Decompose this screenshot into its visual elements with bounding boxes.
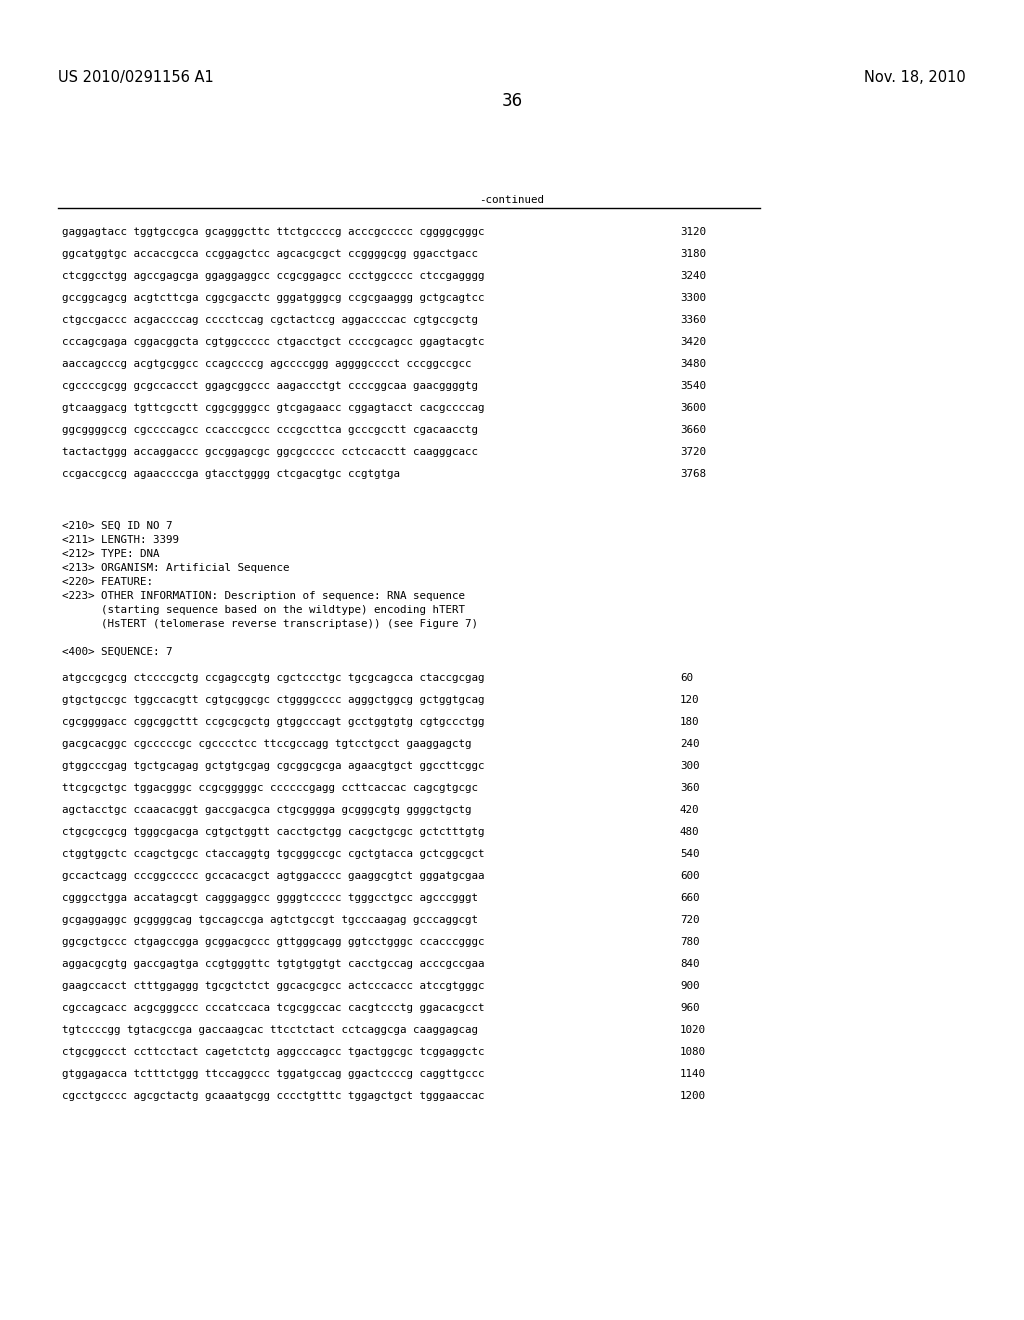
Text: <212> TYPE: DNA: <212> TYPE: DNA — [62, 549, 160, 558]
Text: US 2010/0291156 A1: US 2010/0291156 A1 — [58, 70, 214, 84]
Text: 780: 780 — [680, 937, 699, 946]
Text: gtgctgccgc tggccacgtt cgtgcggcgc ctggggcccc agggctggcg gctggtgcag: gtgctgccgc tggccacgtt cgtgcggcgc ctggggc… — [62, 696, 484, 705]
Text: cccagcgaga cggacggcta cgtggccccc ctgacctgct ccccgcagcc ggagtacgtc: cccagcgaga cggacggcta cgtggccccc ctgacct… — [62, 337, 484, 347]
Text: 120: 120 — [680, 696, 699, 705]
Text: 900: 900 — [680, 981, 699, 991]
Text: 3240: 3240 — [680, 271, 706, 281]
Text: 240: 240 — [680, 739, 699, 748]
Text: gtcaaggacg tgttcgcctt cggcggggcc gtcgagaacc cggagtacct cacgccccag: gtcaaggacg tgttcgcctt cggcggggcc gtcgaga… — [62, 403, 484, 413]
Text: 480: 480 — [680, 828, 699, 837]
Text: <223> OTHER INFORMATION: Description of sequence: RNA sequence: <223> OTHER INFORMATION: Description of … — [62, 591, 465, 601]
Text: cgcggggacc cggcggcttt ccgcgcgctg gtggcccagt gcctggtgtg cgtgccctgg: cgcggggacc cggcggcttt ccgcgcgctg gtggccc… — [62, 717, 484, 727]
Text: cgcctgcccc agcgctactg gcaaatgcgg cccctgtttc tggagctgct tgggaaccac: cgcctgcccc agcgctactg gcaaatgcgg cccctgt… — [62, 1092, 484, 1101]
Text: (HsTERT (telomerase reverse transcriptase)) (see Figure 7): (HsTERT (telomerase reverse transcriptas… — [62, 619, 478, 630]
Text: tgtccccgg tgtacgccga gaccaagcac ttcctctact cctcaggcga caaggagcag: tgtccccgg tgtacgccga gaccaagcac ttcctcta… — [62, 1026, 478, 1035]
Text: 180: 180 — [680, 717, 699, 727]
Text: <400> SEQUENCE: 7: <400> SEQUENCE: 7 — [62, 647, 172, 657]
Text: <210> SEQ ID NO 7: <210> SEQ ID NO 7 — [62, 521, 172, 531]
Text: 3120: 3120 — [680, 227, 706, 238]
Text: gtggcccgag tgctgcagag gctgtgcgag cgcggcgcga agaacgtgct ggccttcggc: gtggcccgag tgctgcagag gctgtgcgag cgcggcg… — [62, 762, 484, 771]
Text: gccactcagg cccggccccc gccacacgct agtggacccc gaaggcgtct gggatgcgaa: gccactcagg cccggccccc gccacacgct agtggac… — [62, 871, 484, 880]
Text: gacgcacggc cgcccccgc cgcccctcc ttccgccagg tgtcctgcct gaaggagctg: gacgcacggc cgcccccgc cgcccctcc ttccgccag… — [62, 739, 471, 748]
Text: aaccagcccg acgtgcggcc ccagccccg agccccggg aggggcccct cccggccgcc: aaccagcccg acgtgcggcc ccagccccg agccccgg… — [62, 359, 471, 370]
Text: cgggcctgga accatagcgt cagggaggcc ggggtccccc tgggcctgcc agcccgggt: cgggcctgga accatagcgt cagggaggcc ggggtcc… — [62, 894, 478, 903]
Text: gaagccacct ctttggaggg tgcgctctct ggcacgcgcc actcccaccc atccgtgggc: gaagccacct ctttggaggg tgcgctctct ggcacgc… — [62, 981, 484, 991]
Text: ctgcgccgcg tgggcgacga cgtgctggtt cacctgctgg cacgctgcgc gctctttgtg: ctgcgccgcg tgggcgacga cgtgctggtt cacctgc… — [62, 828, 484, 837]
Text: ctcggcctgg agccgagcga ggaggaggcc ccgcggagcc ccctggcccc ctccgagggg: ctcggcctgg agccgagcga ggaggaggcc ccgcgga… — [62, 271, 484, 281]
Text: ttcgcgctgc tggacgggc ccgcgggggc ccccccgagg ccttcaccac cagcgtgcgc: ttcgcgctgc tggacgggc ccgcgggggc ccccccga… — [62, 783, 478, 793]
Text: 300: 300 — [680, 762, 699, 771]
Text: 600: 600 — [680, 871, 699, 880]
Text: gaggagtacc tggtgccgca gcagggcttc ttctgccccg acccgccccc cggggcgggc: gaggagtacc tggtgccgca gcagggcttc ttctgcc… — [62, 227, 484, 238]
Text: 3480: 3480 — [680, 359, 706, 370]
Text: 3300: 3300 — [680, 293, 706, 304]
Text: ggcggggccg cgccccagcc ccacccgccc cccgccttca gcccgcctt cgacaacctg: ggcggggccg cgccccagcc ccacccgccc cccgcct… — [62, 425, 478, 436]
Text: <220> FEATURE:: <220> FEATURE: — [62, 577, 153, 587]
Text: 1080: 1080 — [680, 1047, 706, 1057]
Text: 3540: 3540 — [680, 381, 706, 391]
Text: <211> LENGTH: 3399: <211> LENGTH: 3399 — [62, 535, 179, 545]
Text: aggacgcgtg gaccgagtga ccgtgggttc tgtgtggtgt cacctgccag acccgccgaa: aggacgcgtg gaccgagtga ccgtgggttc tgtgtgg… — [62, 960, 484, 969]
Text: cgccagcacc acgcgggccc cccatccaca tcgcggccac cacgtccctg ggacacgcct: cgccagcacc acgcgggccc cccatccaca tcgcggc… — [62, 1003, 484, 1012]
Text: 3660: 3660 — [680, 425, 706, 436]
Text: 1020: 1020 — [680, 1026, 706, 1035]
Text: 3180: 3180 — [680, 249, 706, 259]
Text: tactactggg accaggaccc gccggagcgc ggcgccccc cctccacctt caagggcacc: tactactggg accaggaccc gccggagcgc ggcgccc… — [62, 447, 478, 457]
Text: ctgcggccct ccttcctact cagetctctg aggcccagcc tgactggcgc tcggaggctc: ctgcggccct ccttcctact cagetctctg aggccca… — [62, 1047, 484, 1057]
Text: 3360: 3360 — [680, 315, 706, 325]
Text: 1200: 1200 — [680, 1092, 706, 1101]
Text: ctggtggctc ccagctgcgc ctaccaggtg tgcgggccgc cgctgtacca gctcggcgct: ctggtggctc ccagctgcgc ctaccaggtg tgcgggc… — [62, 849, 484, 859]
Text: gccggcagcg acgtcttcga cggcgacctc gggatgggcg ccgcgaaggg gctgcagtcc: gccggcagcg acgtcttcga cggcgacctc gggatgg… — [62, 293, 484, 304]
Text: gcgaggaggc gcggggcag tgccagccga agtctgccgt tgcccaagag gcccaggcgt: gcgaggaggc gcggggcag tgccagccga agtctgcc… — [62, 915, 478, 925]
Text: 3720: 3720 — [680, 447, 706, 457]
Text: 36: 36 — [502, 92, 522, 110]
Text: ggcgctgccc ctgagccgga gcggacgccc gttgggcagg ggtcctgggc ccacccgggc: ggcgctgccc ctgagccgga gcggacgccc gttgggc… — [62, 937, 484, 946]
Text: 1140: 1140 — [680, 1069, 706, 1078]
Text: gtggagacca tctttctggg ttccaggccc tggatgccag ggactccccg caggttgccc: gtggagacca tctttctggg ttccaggccc tggatgc… — [62, 1069, 484, 1078]
Text: 660: 660 — [680, 894, 699, 903]
Text: cgccccgcgg gcgccaccct ggagcggccc aagaccctgt ccccggcaa gaacggggtg: cgccccgcgg gcgccaccct ggagcggccc aagaccc… — [62, 381, 478, 391]
Text: ggcatggtgc accaccgcca ccggagctcc agcacgcgct ccggggcgg ggacctgacc: ggcatggtgc accaccgcca ccggagctcc agcacgc… — [62, 249, 478, 259]
Text: <213> ORGANISM: Artificial Sequence: <213> ORGANISM: Artificial Sequence — [62, 564, 290, 573]
Text: agctacctgc ccaacacggt gaccgacgca ctgcgggga gcgggcgtg ggggctgctg: agctacctgc ccaacacggt gaccgacgca ctgcggg… — [62, 805, 471, 814]
Text: 360: 360 — [680, 783, 699, 793]
Text: atgccgcgcg ctccccgctg ccgagccgtg cgctccctgc tgcgcagcca ctaccgcgag: atgccgcgcg ctccccgctg ccgagccgtg cgctccc… — [62, 673, 484, 682]
Text: Nov. 18, 2010: Nov. 18, 2010 — [864, 70, 966, 84]
Text: ctgccgaccc acgaccccag cccctccag cgctactccg aggaccccac cgtgccgctg: ctgccgaccc acgaccccag cccctccag cgctactc… — [62, 315, 478, 325]
Text: -continued: -continued — [479, 195, 545, 205]
Text: 3600: 3600 — [680, 403, 706, 413]
Text: 540: 540 — [680, 849, 699, 859]
Text: 960: 960 — [680, 1003, 699, 1012]
Text: 60: 60 — [680, 673, 693, 682]
Text: 3768: 3768 — [680, 469, 706, 479]
Text: 3420: 3420 — [680, 337, 706, 347]
Text: (starting sequence based on the wildtype) encoding hTERT: (starting sequence based on the wildtype… — [62, 605, 465, 615]
Text: ccgaccgccg agaaccccga gtacctgggg ctcgacgtgc ccgtgtga: ccgaccgccg agaaccccga gtacctgggg ctcgacg… — [62, 469, 400, 479]
Text: 720: 720 — [680, 915, 699, 925]
Text: 420: 420 — [680, 805, 699, 814]
Text: 840: 840 — [680, 960, 699, 969]
